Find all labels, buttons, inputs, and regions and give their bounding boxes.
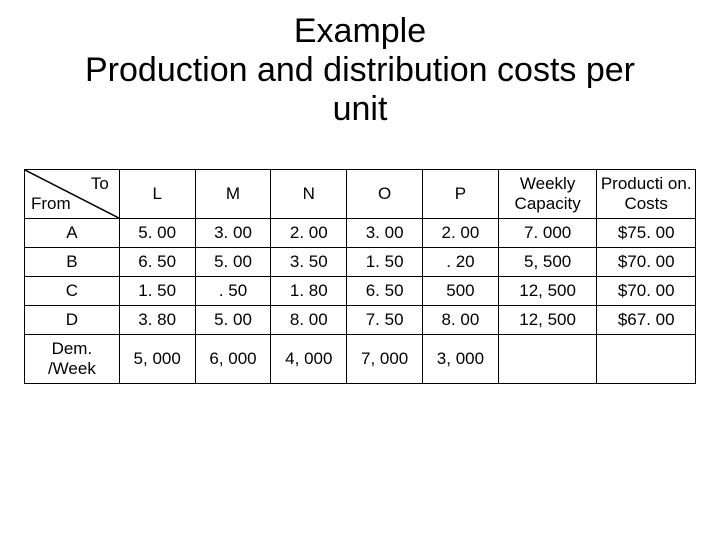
cell: $70. 00 (597, 277, 696, 306)
cell: 5. 00 (119, 219, 195, 248)
cell (597, 335, 696, 384)
corner-to-label: To (91, 174, 109, 194)
table-row: B 6. 50 5. 00 3. 50 1. 50 . 20 5, 500 $7… (25, 248, 696, 277)
cell: 12, 500 (498, 306, 597, 335)
table-row: C 1. 50 . 50 1. 80 6. 50 500 12, 500 $70… (25, 277, 696, 306)
cell: 1. 50 (119, 277, 195, 306)
cell: 3. 00 (195, 219, 271, 248)
table-row: D 3. 80 5. 00 8. 00 7. 50 8. 00 12, 500 … (25, 306, 696, 335)
cell: 3. 80 (119, 306, 195, 335)
cell: 6. 50 (347, 277, 423, 306)
cell: 1. 50 (347, 248, 423, 277)
col-header: N (271, 170, 347, 219)
title-line-3: unit (333, 90, 388, 128)
cell: . 20 (423, 248, 499, 277)
cell: 500 (423, 277, 499, 306)
col-header: Weekly Capacity (498, 170, 597, 219)
corner-cell: To From (25, 170, 120, 219)
cell: 7. 50 (347, 306, 423, 335)
cell: 3. 50 (271, 248, 347, 277)
col-header: O (347, 170, 423, 219)
cell: 5, 000 (119, 335, 195, 384)
table-body: A 5. 00 3. 00 2. 00 3. 00 2. 00 7. 000 $… (25, 219, 696, 384)
col-header: P (423, 170, 499, 219)
cell: 7, 000 (347, 335, 423, 384)
row-label: Dem. /Week (25, 335, 120, 384)
cell: $75. 00 (597, 219, 696, 248)
cell: 5. 00 (195, 306, 271, 335)
cell: 5. 00 (195, 248, 271, 277)
cost-table: To From L M N O P Weekly Capacity Produc… (24, 169, 696, 384)
col-header: L (119, 170, 195, 219)
cell (498, 335, 597, 384)
table-row: A 5. 00 3. 00 2. 00 3. 00 2. 00 7. 000 $… (25, 219, 696, 248)
row-label: D (25, 306, 120, 335)
cell: 2. 00 (423, 219, 499, 248)
cell: 6. 50 (119, 248, 195, 277)
cell: 12, 500 (498, 277, 597, 306)
slide: Example Production and distribution cost… (0, 0, 720, 540)
cell: 1. 80 (271, 277, 347, 306)
cell: 8. 00 (271, 306, 347, 335)
cell: 3. 00 (347, 219, 423, 248)
table-header-row: To From L M N O P Weekly Capacity Produc… (25, 170, 696, 219)
cell: 5, 500 (498, 248, 597, 277)
cell: 2. 00 (271, 219, 347, 248)
row-label: B (25, 248, 120, 277)
cell: $70. 00 (597, 248, 696, 277)
slide-title: Example Production and distribution cost… (24, 12, 696, 129)
row-label: A (25, 219, 120, 248)
cell: . 50 (195, 277, 271, 306)
corner-from-label: From (31, 194, 71, 214)
cell: 6, 000 (195, 335, 271, 384)
title-line-2: Production and distribution costs per (85, 51, 635, 89)
col-header: Producti on. Costs (597, 170, 696, 219)
cell: 4, 000 (271, 335, 347, 384)
table-row: Dem. /Week 5, 000 6, 000 4, 000 7, 000 3… (25, 335, 696, 384)
title-line-1: Example (294, 12, 426, 50)
cell: 7. 000 (498, 219, 597, 248)
cell: $67. 00 (597, 306, 696, 335)
cell: 3, 000 (423, 335, 499, 384)
row-label: C (25, 277, 120, 306)
col-header: M (195, 170, 271, 219)
cell: 8. 00 (423, 306, 499, 335)
